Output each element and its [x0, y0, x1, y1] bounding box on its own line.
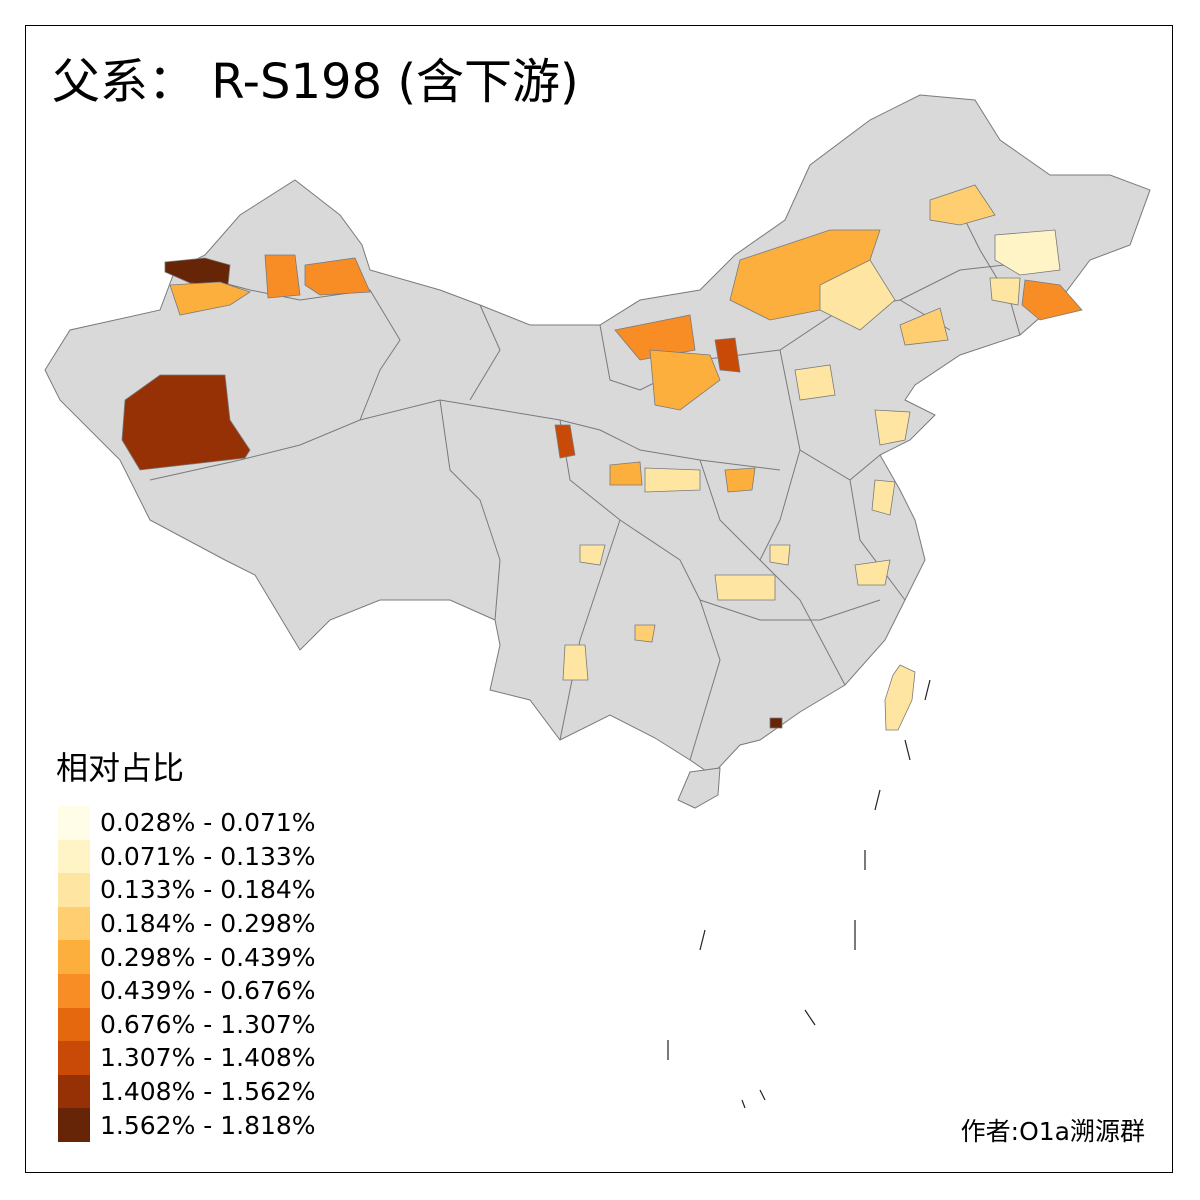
region-shandong [874, 409, 911, 446]
region-chongqing [714, 574, 776, 601]
legend-title: 相对占比 [56, 749, 185, 787]
legend-item: 0.184% - 0.298% [58, 906, 316, 941]
region-yunnan [562, 644, 589, 681]
region-ningxia-gansu [614, 314, 696, 361]
region-hubei [769, 544, 791, 566]
region-zhejiang [854, 559, 891, 586]
legend-swatch [58, 1007, 90, 1042]
region-northeast-pale [994, 229, 1061, 276]
region-far-west [121, 374, 251, 471]
legend-label: 0.676% - 1.307% [100, 1009, 316, 1039]
author-credit: 作者:O1a溯源群 [960, 1117, 1145, 1146]
legend-item: 0.439% - 0.676% [58, 973, 316, 1008]
legend-swatch [58, 1074, 90, 1109]
region-taiwan [884, 664, 916, 731]
legend-item: 1.408% - 1.562% [58, 1074, 316, 1109]
legend-item: 0.676% - 1.307% [58, 1007, 316, 1042]
legend-label: 0.439% - 0.676% [100, 976, 316, 1006]
region-liaoning [899, 307, 949, 346]
legend-swatch [58, 839, 90, 874]
region-henan [724, 467, 756, 493]
region-guizhou [634, 624, 656, 643]
legend-item: 0.133% - 0.184% [58, 873, 316, 907]
region-qinghai-strip [554, 424, 576, 459]
region-shaanxi-a [609, 461, 643, 486]
region-northwest-light [169, 281, 251, 316]
legend-item: 1.562% - 1.818% [58, 1108, 316, 1142]
map-frame [25, 25, 1173, 1173]
legend-label: 0.028% - 0.071% [100, 808, 316, 838]
legend-label: 0.133% - 0.184% [100, 875, 316, 905]
legend-swatch [58, 973, 90, 1008]
region-jiangsu [871, 479, 896, 516]
legend-label: 0.184% - 0.298% [100, 909, 316, 939]
region-inner-mongolia-south [819, 259, 896, 331]
region-north-xinjiang-a [264, 254, 301, 299]
legend-swatch [58, 906, 90, 941]
region-gansu-yellow [649, 349, 721, 411]
region-hebei-pale [794, 364, 836, 401]
legend-label: 0.071% - 0.133% [100, 841, 316, 871]
legend-swatch [58, 1108, 90, 1142]
legend-swatch [58, 940, 90, 974]
legend-swatch [58, 873, 90, 907]
province-borders [149, 199, 1051, 761]
legend-item: 0.071% - 0.133% [58, 839, 316, 874]
legend-label: 1.408% - 1.562% [100, 1077, 316, 1107]
nine-dash-line [667, 679, 931, 1109]
region-north-xinjiang-b [304, 257, 371, 296]
region-northeast-yellow [929, 184, 996, 226]
legend-swatch [58, 1041, 90, 1075]
region-shaanxi-b [644, 467, 701, 493]
legend-item: 0.298% - 0.439% [58, 940, 316, 974]
legend-swatch [58, 806, 90, 840]
hainan-island [677, 767, 721, 809]
region-northeast-orange [1021, 279, 1083, 321]
legend-label: 1.307% - 1.408% [100, 1043, 316, 1073]
region-guangdong-dot [769, 717, 783, 729]
page-title: 父系： R-S198 (含下游) [52, 54, 579, 110]
region-ningxia-orange [714, 337, 741, 373]
legend-item: 1.307% - 1.408% [58, 1041, 316, 1075]
highlight-layer [121, 184, 1083, 731]
region-sichuan-a [579, 544, 606, 566]
legend-item: 0.028% - 0.071% [58, 806, 316, 840]
region-northeast-light [989, 277, 1021, 306]
south-sea-islands [667, 679, 931, 1109]
legend-label: 1.562% - 1.818% [100, 1110, 316, 1140]
legend: 0.028% - 0.071% 0.071% - 0.133% 0.133% -… [58, 806, 316, 1142]
legend-label: 0.298% - 0.439% [100, 942, 316, 972]
